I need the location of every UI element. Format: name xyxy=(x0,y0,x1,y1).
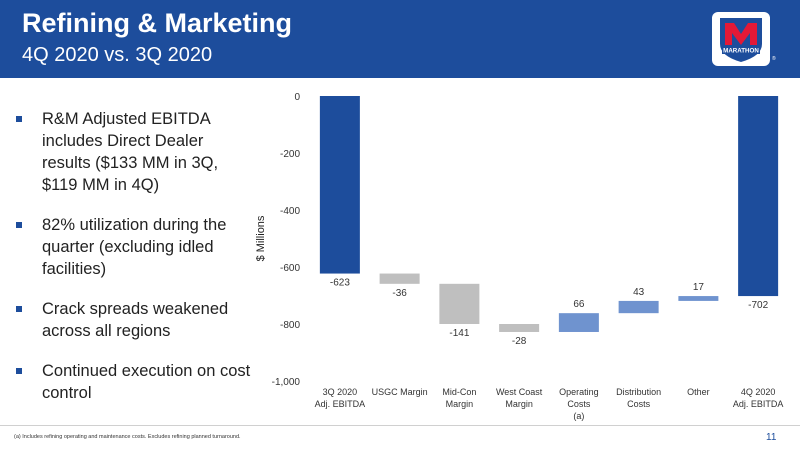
bar-negative xyxy=(439,283,480,324)
marathon-logo-icon: MARATHON xyxy=(720,18,762,62)
category-label: Mid-Con xyxy=(442,387,476,397)
category-label: Costs xyxy=(567,399,591,409)
page-number: 11 xyxy=(766,432,777,443)
slide-subtitle: 4Q 2020 vs. 3Q 2020 xyxy=(22,44,213,66)
bar-negative xyxy=(499,324,540,332)
footer-divider xyxy=(0,425,800,426)
bullet-list: R&M Adjusted EBITDA includes Direct Deal… xyxy=(12,108,252,422)
bullet-text: Crack spreads weakened across all region… xyxy=(42,300,229,340)
category-label: Adj. EBITDA xyxy=(315,399,366,409)
logo-wordmark: MARATHON xyxy=(723,48,759,55)
slide-title: Refining & Marketing xyxy=(22,8,293,38)
y-tick-label: -600 xyxy=(280,263,300,274)
data-label: 66 xyxy=(573,299,585,310)
trademark-mark: ® xyxy=(772,56,776,62)
category-label: West Coast xyxy=(496,387,543,397)
data-label: -36 xyxy=(392,288,407,299)
category-label: Adj. EBITDA xyxy=(733,399,784,409)
bullet-text: Continued execution on cost control xyxy=(42,362,251,402)
data-label: 17 xyxy=(693,282,705,293)
marathon-logo: MARATHON xyxy=(712,12,770,66)
data-label: -141 xyxy=(449,328,469,339)
bullet-item: Crack spreads weakened across all region… xyxy=(12,298,252,342)
data-label: -702 xyxy=(748,300,768,311)
waterfall-chart: 0 -200 -400 -600 -800 -1,000 $ Millions -623 3Q … xyxy=(255,92,784,421)
y-tick-label: -800 xyxy=(280,320,300,331)
bullet-square-icon xyxy=(16,368,22,374)
y-tick-label: -200 xyxy=(280,149,300,160)
category-label: (a) xyxy=(573,411,584,421)
bullet-square-icon xyxy=(16,222,22,228)
category-label: Operating xyxy=(559,387,599,397)
category-label: 3Q 2020 xyxy=(323,387,358,397)
category-label: USGC Margin xyxy=(372,387,428,397)
data-label: -28 xyxy=(512,336,527,347)
bar-total xyxy=(319,96,360,274)
y-axis-label: $ Millions xyxy=(255,215,267,261)
y-tick-label: -1,000 xyxy=(272,377,301,388)
footnote: (a) Includes refining operating and main… xyxy=(14,434,241,440)
bar-positive xyxy=(678,296,719,301)
category-label: 4Q 2020 xyxy=(741,387,776,397)
y-tick-label: 0 xyxy=(294,92,300,103)
y-tick-label: -400 xyxy=(280,206,300,217)
bullet-item: 82% utilization during the quarter (excl… xyxy=(12,214,252,280)
bullet-square-icon xyxy=(16,306,22,312)
category-label: Margin xyxy=(446,399,474,409)
bullet-text: R&M Adjusted EBITDA includes Direct Deal… xyxy=(42,110,219,194)
category-label: Distribution xyxy=(616,387,661,397)
bullet-text: 82% utilization during the quarter (excl… xyxy=(42,216,227,278)
bar-positive xyxy=(558,313,599,332)
bar-total xyxy=(738,96,779,297)
header-band: Refining & Marketing 4Q 2020 vs. 3Q 2020… xyxy=(0,0,800,78)
bullet-square-icon xyxy=(16,116,22,122)
category-label: Costs xyxy=(627,399,651,409)
category-label: Margin xyxy=(505,399,533,409)
bar-positive xyxy=(618,300,659,314)
bullet-item: R&M Adjusted EBITDA includes Direct Deal… xyxy=(12,108,252,196)
bullet-item: Continued execution on cost control xyxy=(12,360,252,404)
data-label: 43 xyxy=(633,287,645,298)
data-label: -623 xyxy=(330,278,350,289)
bar-negative xyxy=(379,273,420,284)
category-label: Other xyxy=(687,387,710,397)
